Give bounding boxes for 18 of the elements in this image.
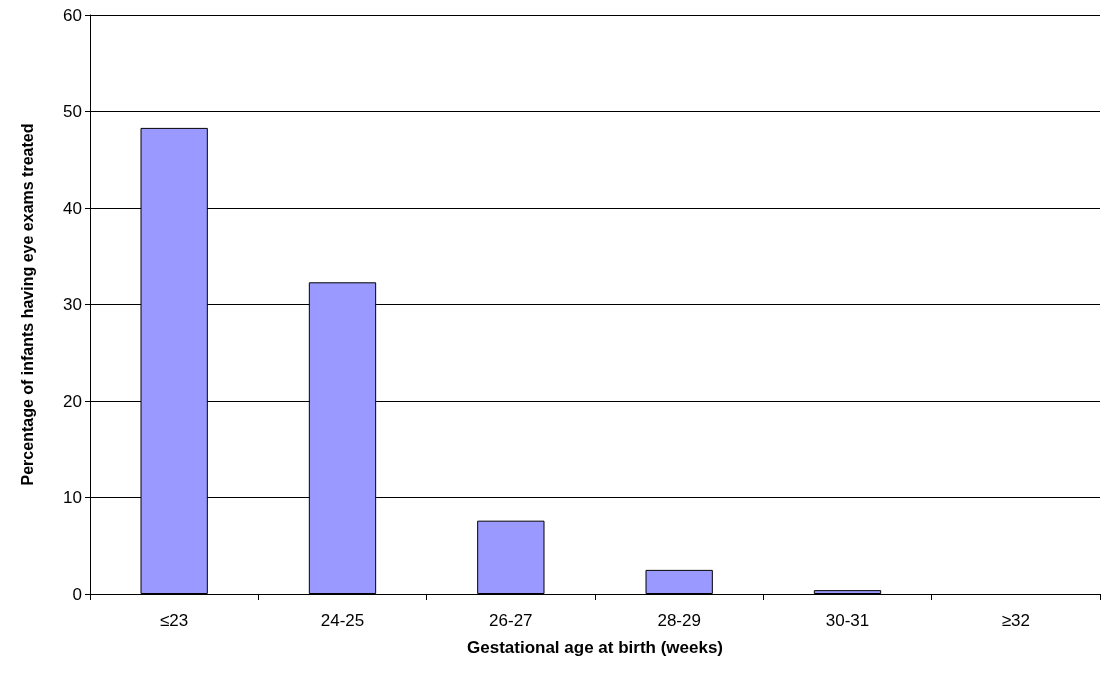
bar (645, 569, 713, 594)
x-tick-label: 28-29 (657, 611, 701, 630)
y-tick-label: 40 (63, 198, 82, 218)
y-tick-label: 10 (63, 488, 82, 507)
bar (813, 590, 882, 594)
y-axis-title: Percentage of infants having eye exams treated (18, 123, 36, 486)
x-tick-label: ≥32 (1001, 611, 1030, 630)
x-axis-title: Gestational age at birth (weeks) (466, 638, 724, 657)
x-tick-label: 26-27 (489, 611, 533, 630)
y-tick-label: 60 (63, 5, 82, 25)
x-tick-label: ≤23 (160, 611, 189, 630)
y-tick-label: 50 (63, 102, 82, 121)
y-tick-label: 20 (63, 391, 82, 411)
bar (477, 520, 545, 594)
x-tick-label: 24-25 (320, 611, 365, 630)
y-tick-label: 0 (72, 584, 82, 604)
y-tick-label: 30 (63, 295, 82, 314)
x-tick-label: 30-31 (825, 611, 870, 630)
